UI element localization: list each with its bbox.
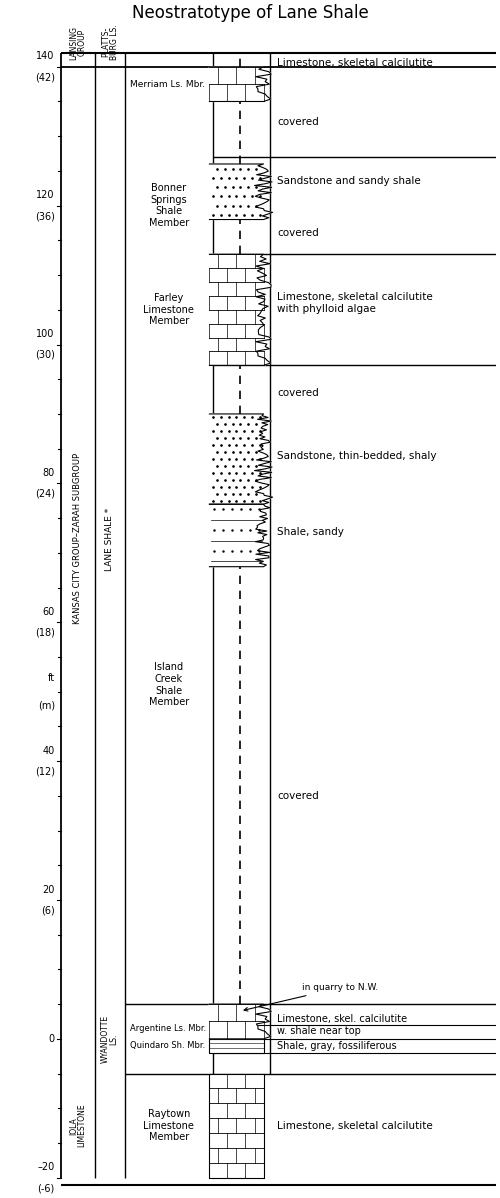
Text: IOLA
LIMESTONE: IOLA LIMESTONE: [70, 1103, 86, 1148]
Text: –20: –20: [38, 1162, 55, 1173]
Text: in quarry to N.W.: in quarry to N.W.: [244, 984, 378, 1011]
Text: 80: 80: [42, 468, 55, 478]
Text: (6): (6): [41, 906, 55, 915]
Text: ft: ft: [48, 673, 55, 683]
Text: (18): (18): [35, 628, 55, 637]
Text: PLATTS-
BURG LS.: PLATTS- BURG LS.: [101, 24, 118, 60]
Text: WYANDOTTE
LS.: WYANDOTTE LS.: [101, 1015, 118, 1063]
Text: Farley
Limestone
Member: Farley Limestone Member: [144, 294, 194, 326]
Text: LANSING
GROUP: LANSING GROUP: [70, 26, 86, 60]
Bar: [210, 1073, 264, 1178]
Text: 100: 100: [36, 329, 55, 339]
Title: Neostratotype of Lane Shale: Neostratotype of Lane Shale: [132, 4, 368, 23]
Text: Quindaro Sh. Mbr.: Quindaro Sh. Mbr.: [130, 1041, 205, 1051]
Text: 60: 60: [42, 607, 55, 617]
Text: 120: 120: [36, 190, 55, 200]
Text: (m): (m): [38, 701, 55, 710]
Polygon shape: [210, 254, 271, 365]
Text: 40: 40: [42, 745, 55, 756]
Text: 0: 0: [48, 1034, 55, 1043]
Text: Shale, gray, fossiliferous: Shale, gray, fossiliferous: [277, 1041, 396, 1051]
Text: (12): (12): [35, 767, 55, 776]
Text: Bonner
Springs
Shale
Member: Bonner Springs Shale Member: [148, 183, 189, 228]
Text: Shale, sandy: Shale, sandy: [277, 527, 344, 537]
Text: 20: 20: [42, 884, 55, 895]
Polygon shape: [210, 164, 272, 219]
Text: Limestone, skel. calcilutite
w. shale near top: Limestone, skel. calcilutite w. shale ne…: [277, 1015, 407, 1036]
Text: covered: covered: [277, 229, 319, 238]
Text: (24): (24): [35, 489, 55, 498]
Text: covered: covered: [277, 117, 319, 127]
Text: Limestone, skeletal calcilutite: Limestone, skeletal calcilutite: [277, 1120, 433, 1131]
Text: covered: covered: [277, 791, 319, 800]
Text: (36): (36): [35, 211, 55, 222]
Text: covered: covered: [277, 388, 319, 398]
Text: (30): (30): [35, 350, 55, 359]
Text: 140: 140: [36, 52, 55, 61]
Text: (42): (42): [35, 72, 55, 83]
Text: (-6): (-6): [38, 1184, 55, 1193]
Text: LANE SHALE *: LANE SHALE *: [106, 507, 114, 570]
Text: Merriam Ls. Mbr.: Merriam Ls. Mbr.: [130, 79, 204, 89]
Text: Sandstone and sandy shale: Sandstone and sandy shale: [277, 176, 421, 187]
Text: Island
Creek
Shale
Member: Island Creek Shale Member: [148, 662, 189, 707]
Text: Raytown
Limestone
Member: Raytown Limestone Member: [144, 1109, 194, 1142]
Text: Limestone, skeletal calcilutite: Limestone, skeletal calcilutite: [277, 59, 433, 68]
Text: Argentine Ls. Mbr.: Argentine Ls. Mbr.: [130, 1024, 206, 1033]
Text: KANSAS CITY GROUP–ZARAH SUBGROUP: KANSAS CITY GROUP–ZARAH SUBGROUP: [74, 453, 82, 624]
Polygon shape: [210, 67, 271, 102]
Text: Limestone, skeletal calcilutite
with phylloid algae: Limestone, skeletal calcilutite with phy…: [277, 291, 433, 314]
Text: Sandstone, thin-bedded, shaly: Sandstone, thin-bedded, shaly: [277, 450, 436, 460]
Polygon shape: [210, 504, 270, 567]
Bar: [210, 1039, 264, 1053]
Polygon shape: [210, 1004, 271, 1039]
Polygon shape: [210, 415, 272, 504]
